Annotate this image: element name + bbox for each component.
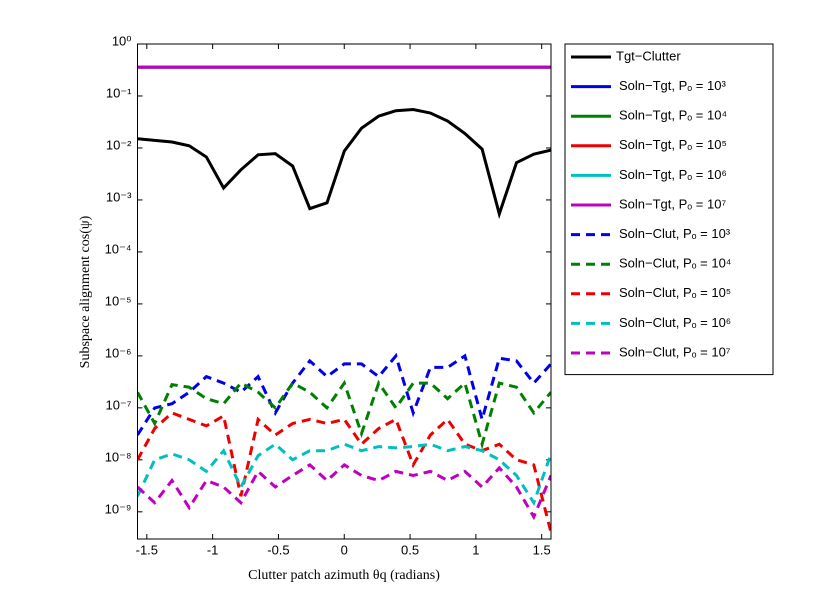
series-line [137,442,551,507]
y-tick-label: 10⁻⁶ [105,345,132,360]
x-tick-label: 1.5 [533,542,551,557]
legend-label: Soln−Clut, Pₒ = 10⁶ [619,315,731,330]
plot-frame [137,43,552,540]
legend-label: Soln−Clut, Pₒ = 10⁵ [619,285,731,300]
legend-label: Tgt−Clutter [616,48,681,63]
y-tick-label: 10⁻³ [106,189,132,204]
y-tick-label: 10⁻⁵ [105,293,132,308]
y-tick-label: 10⁻⁸ [105,449,132,464]
x-tick-label: 0 [341,542,348,557]
legend-box [564,43,774,376]
y-tick-label: 10⁰ [112,33,132,48]
legend-label: Soln−Tgt, Pₒ = 10⁶ [619,167,727,182]
y-tick-label: 10⁻¹ [106,85,132,100]
y-tick-label: 10⁻² [106,137,132,152]
plot-area [137,44,551,539]
series-line [137,107,551,220]
legend-label: Soln−Clut, Pₒ = 10³ [619,226,731,241]
y-tick-label: 10⁻⁷ [105,397,131,412]
legend-label: Soln−Clut, Pₒ = 10⁷ [619,344,731,359]
x-tick-label: -1.5 [136,542,158,557]
series-line [137,379,551,450]
x-tick-label: 1 [472,542,479,557]
y-tick-label: 10⁻⁴ [105,241,132,256]
y-tick-label: 10⁻⁹ [105,501,132,516]
series-line [137,463,551,521]
legend-label: Soln−Tgt, Pₒ = 10⁴ [619,108,727,123]
legend-label: Soln−Tgt, Pₒ = 10⁷ [619,196,726,211]
legend-label: Soln−Clut, Pₒ = 10⁴ [619,256,731,271]
legend-label: Soln−Tgt, Pₒ = 10⁵ [619,137,727,152]
legend-label: Soln−Tgt, Pₒ = 10³ [619,78,726,93]
series-line [137,352,551,436]
x-axis-label: Clutter patch azimuth θq (radians) [248,568,440,583]
x-tick-label: -1 [207,542,219,557]
x-tick-label: -0.5 [267,542,289,557]
y-axis-label: Subspace alignment cos(ψ) [78,215,93,368]
x-tick-label: 0.5 [401,542,419,557]
